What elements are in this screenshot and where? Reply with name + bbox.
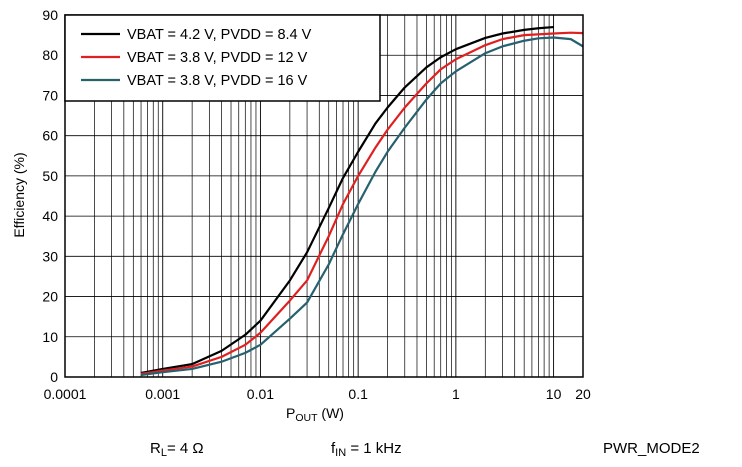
- y-axis-title: Efficiency (%): [11, 152, 27, 237]
- series-lines: [140, 25, 584, 377]
- x-axis-title-unit: (W): [318, 405, 344, 421]
- y-tick-label: 40: [42, 208, 58, 224]
- y-tick-label: 90: [42, 7, 58, 23]
- x-axis-title-main: P: [286, 405, 295, 421]
- fin-main: f: [331, 440, 336, 457]
- rl-sub: L: [160, 447, 167, 459]
- y-tick-label: 50: [42, 168, 58, 184]
- legend-label-1: VBAT = 4.2 V, PVDD = 8.4 V: [127, 27, 312, 43]
- x-axis-title-sub: OUT: [295, 412, 318, 424]
- fin-value: = 1 kHz: [346, 440, 402, 457]
- x-tick-label: 20: [575, 386, 591, 402]
- rl-main: R: [150, 440, 161, 457]
- series-line-3: [140, 36, 584, 377]
- power-mode-label: PWR_MODE2: [603, 440, 700, 457]
- y-axis-ticks: 0 10 20 30 40 50 60 70 80 90: [42, 7, 58, 385]
- x-tick-label: 10: [546, 386, 562, 402]
- x-tick-label: 0.001: [145, 386, 180, 402]
- y-tick-label: 80: [42, 47, 58, 63]
- rl-value: = 4 Ω: [166, 440, 204, 457]
- legend-label-3: VBAT = 3.8 V, PVDD = 16 V: [127, 73, 308, 89]
- legend-label-2: VBAT = 3.8 V, PVDD = 12 V: [127, 50, 308, 66]
- y-tick-label: 70: [42, 87, 58, 103]
- input-frequency-note: fIN = 1 kHz: [331, 440, 402, 459]
- x-tick-label: 1: [452, 386, 460, 402]
- load-resistance-note: RL= 4 Ω: [150, 440, 204, 459]
- y-tick-label: 20: [42, 289, 58, 305]
- series-line-2: [140, 31, 584, 375]
- legend: VBAT = 4.2 V, PVDD = 8.4 V VBAT = 3.8 V, …: [64, 14, 381, 102]
- y-tick-label: 30: [42, 248, 58, 264]
- x-axis-ticks: 0.0001 0.001 0.01 0.1 1 10 20: [44, 386, 591, 402]
- x-tick-label: 0.01: [247, 386, 274, 402]
- series-line-1: [140, 25, 554, 375]
- x-tick-label: 0.1: [348, 386, 368, 402]
- power-mode-note: PWR_MODE2: [603, 440, 700, 457]
- y-tick-label: 60: [42, 128, 58, 144]
- y-tick-label: 0: [50, 369, 58, 385]
- fin-sub: IN: [335, 447, 347, 459]
- x-tick-label: 0.0001: [44, 386, 87, 402]
- y-tick-label: 10: [42, 329, 58, 345]
- x-axis-title: POUT (W): [286, 405, 344, 424]
